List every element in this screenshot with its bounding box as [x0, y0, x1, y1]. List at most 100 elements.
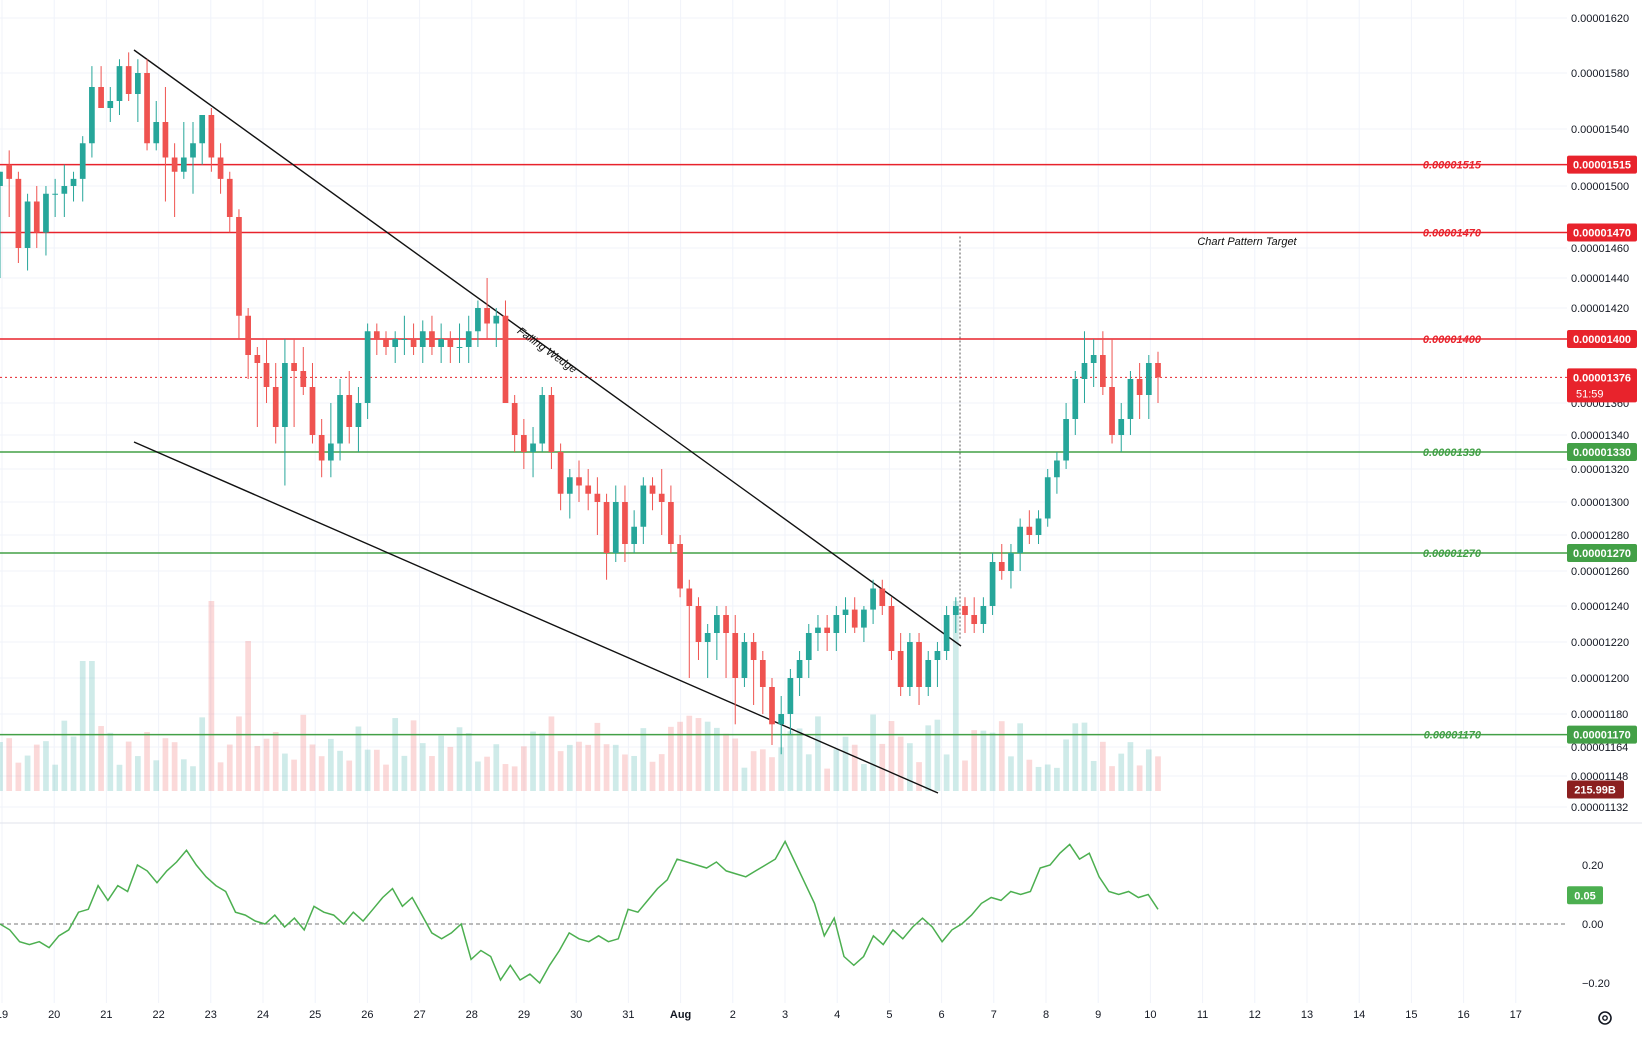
candle-body [0, 171, 3, 186]
volume-bar [70, 736, 77, 791]
level-label: 0.00001515 [1423, 160, 1482, 172]
candle-body [135, 73, 141, 94]
candle-body [79, 143, 86, 179]
candle-body [842, 609, 849, 615]
candle-body [658, 493, 665, 502]
volume-bar [180, 759, 187, 791]
volume-bar [677, 721, 683, 791]
gear-ring [1598, 1011, 1612, 1025]
volume-bar [190, 766, 196, 791]
candle-body [879, 588, 886, 606]
volume-bar [125, 741, 132, 791]
time-tick-label: 2 [730, 1009, 736, 1021]
candle [254, 347, 261, 427]
candle [677, 535, 683, 598]
candle [622, 485, 628, 562]
candle [511, 395, 518, 452]
volume-bar [300, 714, 307, 791]
volume-bar [631, 755, 637, 791]
candle-body [364, 331, 371, 403]
target-label: Chart Pattern Target [1197, 236, 1297, 248]
price-tick-label: 0.00001500 [1571, 181, 1629, 193]
candle [364, 323, 371, 419]
candle [318, 419, 325, 478]
candle-body [208, 115, 215, 158]
volume-bar [79, 661, 86, 791]
candle [392, 331, 399, 363]
level-label: 0.00001270 [1423, 548, 1482, 560]
candle [410, 323, 417, 355]
level-badge [1567, 443, 1637, 461]
candle-body [346, 395, 353, 427]
candle-body [61, 186, 68, 194]
candle [539, 387, 546, 452]
candle [962, 597, 968, 633]
volume-bar [236, 716, 242, 791]
volume-badge-text: 215.99B [1574, 785, 1616, 797]
volume-bar [888, 721, 895, 791]
settings-gear-icon[interactable] [1598, 1011, 1612, 1025]
volume-bar [612, 744, 619, 791]
volume-bar [998, 721, 1005, 791]
candle-body [337, 395, 343, 444]
candle [89, 66, 95, 158]
candle [769, 678, 775, 745]
volume-bar [980, 730, 987, 791]
volume-bar [272, 732, 279, 791]
level-badge [1567, 725, 1637, 744]
candle-body [1026, 526, 1033, 535]
volume-bar [1044, 764, 1051, 791]
candle [916, 633, 922, 705]
candle-body [548, 395, 555, 452]
volume-bar [897, 736, 904, 791]
volume-bar [43, 741, 49, 791]
volume-bar [502, 764, 509, 791]
candle [309, 363, 316, 444]
volume-bar [171, 742, 178, 791]
candle [548, 387, 555, 469]
price-tick-label: 0.00001540 [1571, 124, 1629, 136]
candle [502, 300, 509, 403]
candle [971, 597, 978, 633]
candle-body [934, 651, 941, 660]
candle-body [300, 371, 307, 387]
volume-bar [1054, 767, 1060, 791]
candle-body [263, 363, 270, 387]
candle-body [1090, 355, 1097, 363]
price-tick-label: 0.00001280 [1571, 530, 1629, 542]
price-tick-label: 0.00001148 [1571, 771, 1628, 783]
level-label: 0.00001400 [1423, 334, 1482, 346]
candle [723, 606, 729, 678]
volume-bar [714, 727, 720, 791]
candle-body [612, 502, 619, 553]
current-price-badge [1567, 368, 1637, 403]
candle-body [557, 452, 564, 494]
candle [401, 315, 408, 355]
time-tick-label: 14 [1353, 1009, 1365, 1021]
time-tick-label: 19 [0, 1009, 8, 1021]
volume-bar [732, 738, 739, 791]
candle [557, 443, 564, 511]
candle-body [971, 615, 978, 624]
volume-bar [989, 732, 996, 791]
candle [566, 469, 573, 519]
candle [61, 164, 68, 217]
volume-bar [1118, 753, 1125, 791]
volume-bar [925, 725, 932, 791]
time-tick-label: 12 [1249, 1009, 1261, 1021]
price-tick-label: 0.00001164 [1571, 742, 1628, 754]
candle-body [438, 339, 444, 347]
candle [300, 347, 307, 395]
time-tick-label: 24 [257, 1009, 269, 1021]
candle [1063, 403, 1069, 469]
volume-bar [438, 735, 444, 791]
candle-body [1155, 363, 1161, 378]
candle-body [521, 435, 527, 452]
volume-bar [1109, 766, 1115, 791]
volume-bar [952, 601, 959, 791]
candle [226, 171, 233, 233]
volume-bar [364, 749, 371, 791]
time-tick-label: 22 [152, 1009, 164, 1021]
candle [787, 669, 794, 735]
candle [383, 331, 389, 355]
